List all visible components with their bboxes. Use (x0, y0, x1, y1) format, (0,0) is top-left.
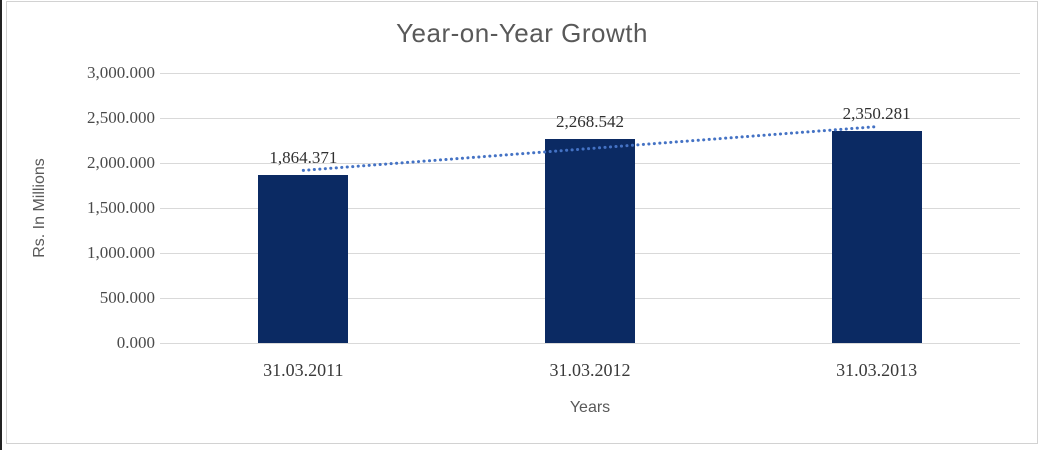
chart-frame: Year-on-Year Growth (6, 1, 1038, 444)
x-axis-tick-label: 31.03.2012 (549, 360, 631, 380)
trendline-dotted-line (301, 125, 879, 172)
y-axis-tick-label: 2,000.000 (87, 153, 155, 172)
gridline (160, 117, 1020, 119)
data-label: 2,350.281 (842, 104, 911, 124)
x-axis-title: Years (569, 399, 611, 416)
bar (258, 175, 349, 343)
y-axis-tick-label: 1,500.000 (87, 198, 155, 217)
bar (545, 138, 635, 343)
chart-title: Year-on-Year Growth (396, 18, 648, 48)
x-axis-tick-label: 31.03.2011 (263, 360, 344, 380)
trendline (301, 125, 879, 172)
y-axis-tick-label: 500.000 (99, 288, 155, 307)
bar (831, 131, 922, 343)
gridline (160, 342, 1020, 344)
x-axis-tick-label: 31.03.2013 (836, 360, 918, 380)
y-axis-tick-label: 1,000.000 (87, 243, 155, 262)
y-axis-title: Rs. In Millions (31, 158, 48, 258)
window-left-edge (0, 0, 2, 450)
y-axis-tick-label: 2,500.000 (87, 108, 155, 127)
gridline (160, 72, 1020, 74)
y-axis-tick-label: 0.000 (116, 333, 155, 352)
data-label: 2,268.542 (556, 111, 624, 131)
data-label: 1,864.371 (269, 148, 338, 168)
y-axis-tick-label: 3,000.000 (87, 63, 155, 82)
